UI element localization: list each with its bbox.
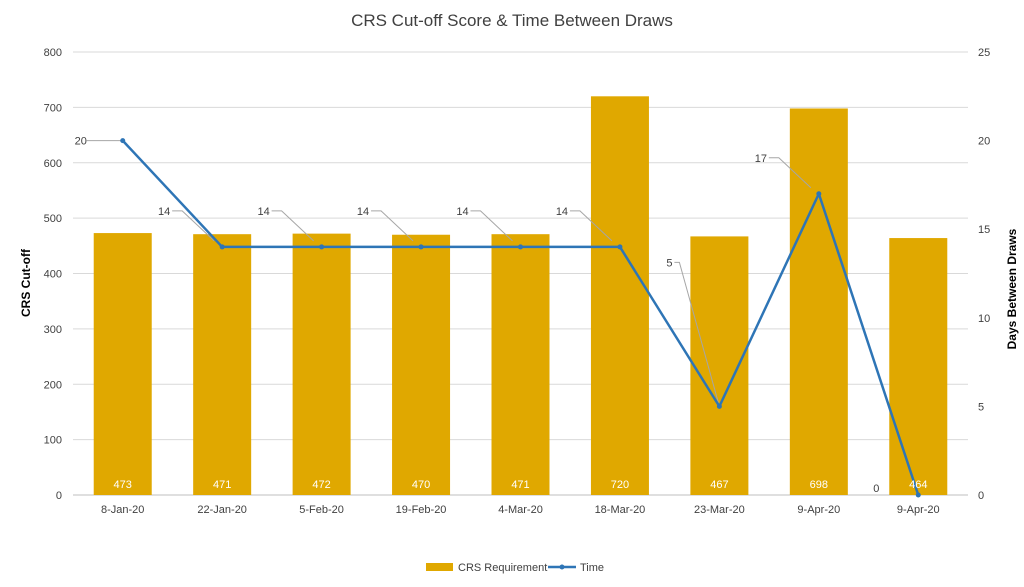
legend-swatch-crs-requirement <box>426 563 453 571</box>
y2-tick-label: 0 <box>978 490 984 502</box>
bar-value-label: 467 <box>710 479 728 491</box>
bar-value-label: 720 <box>611 479 629 491</box>
bar <box>789 108 848 496</box>
x-tick-label: 4-Mar-20 <box>498 504 543 516</box>
y-tick-label: 100 <box>44 435 62 447</box>
legend-label-crs-requirement: CRS Requirement <box>458 562 547 574</box>
x-tick-label: 5-Feb-20 <box>299 504 344 516</box>
legend-label-time: Time <box>580 562 604 574</box>
leader-line <box>371 210 414 242</box>
bar <box>889 238 948 495</box>
time-point <box>418 244 424 250</box>
time-point <box>716 403 722 409</box>
bar <box>491 234 550 495</box>
leader-line <box>768 157 812 189</box>
time-value-label: 20 <box>75 136 87 148</box>
time-point <box>617 244 623 250</box>
x-tick-label: 23-Mar-20 <box>694 504 745 516</box>
x-tick-label: 19-Feb-20 <box>396 504 447 516</box>
y2-axis-title: Days Between Draws <box>1005 228 1019 349</box>
bar <box>93 233 152 496</box>
y2-tick-label: 20 <box>978 136 990 148</box>
leader-line <box>674 261 720 407</box>
y-tick-label: 800 <box>44 47 62 59</box>
left-axis-ticks: 0 100 200 300 400 500 600 700 800 <box>44 47 62 502</box>
bar-data-labels: 473 471 472 470 471 720 467 698 464 <box>114 479 928 491</box>
leader-line <box>470 210 513 242</box>
bar-value-label: 471 <box>511 479 529 491</box>
chart-title: CRS Cut-off Score & Time Between Draws <box>351 11 673 30</box>
legend-marker-time <box>559 564 565 570</box>
bar-value-label: 464 <box>909 479 927 491</box>
time-value-label: 14 <box>357 206 369 218</box>
time-value-label: 0 <box>873 483 879 495</box>
bar-series <box>93 96 948 496</box>
time-value-label: 14 <box>257 206 269 218</box>
bar <box>590 96 649 496</box>
y-tick-label: 500 <box>44 213 62 225</box>
y-tick-label: 200 <box>44 379 62 391</box>
right-axis-ticks: 0 5 10 15 20 25 <box>978 47 990 502</box>
x-tick-label: 9-Apr-20 <box>797 504 840 516</box>
leader-line <box>172 210 215 242</box>
time-point <box>120 138 126 144</box>
x-axis-ticks: 8-Jan-20 22-Jan-20 5-Feb-20 19-Feb-20 4-Mar-… <box>101 504 940 516</box>
y2-tick-label: 15 <box>978 224 990 236</box>
y-tick-label: 300 <box>44 324 62 336</box>
y-tick-label: 400 <box>44 269 62 281</box>
bar <box>193 234 252 495</box>
x-tick-label: 8-Jan-20 <box>101 504 144 516</box>
x-tick-label: 18-Mar-20 <box>595 504 646 516</box>
leader-lines <box>86 140 812 407</box>
time-value-label: 14 <box>456 206 468 218</box>
x-tick-label: 9-Apr-20 <box>897 504 940 516</box>
bar-value-label: 698 <box>810 479 828 491</box>
y-tick-label: 0 <box>56 490 62 502</box>
leader-line <box>271 210 314 242</box>
y-tick-label: 600 <box>44 158 62 170</box>
bar-value-label: 470 <box>412 479 430 491</box>
leader-line <box>569 210 613 242</box>
line-series <box>120 138 921 498</box>
y2-tick-label: 10 <box>978 313 990 325</box>
bar-value-label: 473 <box>114 479 132 491</box>
legend: CRS Requirement Time <box>426 562 604 574</box>
time-point <box>816 191 822 197</box>
line-data-labels: 20 14 14 14 14 14 5 17 0 <box>75 136 880 495</box>
time-point <box>518 244 523 250</box>
y2-tick-label: 5 <box>978 401 984 413</box>
bar <box>392 234 451 496</box>
bar-value-label: 472 <box>312 479 330 491</box>
time-value-label: 17 <box>755 153 767 165</box>
time-point <box>319 244 325 250</box>
x-tick-label: 22-Jan-20 <box>197 504 247 516</box>
bar-value-label: 471 <box>213 479 231 491</box>
time-value-label: 14 <box>556 206 568 218</box>
time-value-label: 5 <box>666 257 672 269</box>
y-axis-title: CRS Cut-off <box>19 248 33 317</box>
time-value-label: 14 <box>158 206 170 218</box>
y-tick-label: 700 <box>44 102 62 114</box>
time-point <box>915 492 921 498</box>
y2-tick-label: 25 <box>978 47 990 59</box>
time-point <box>219 244 225 250</box>
bar <box>292 233 351 495</box>
